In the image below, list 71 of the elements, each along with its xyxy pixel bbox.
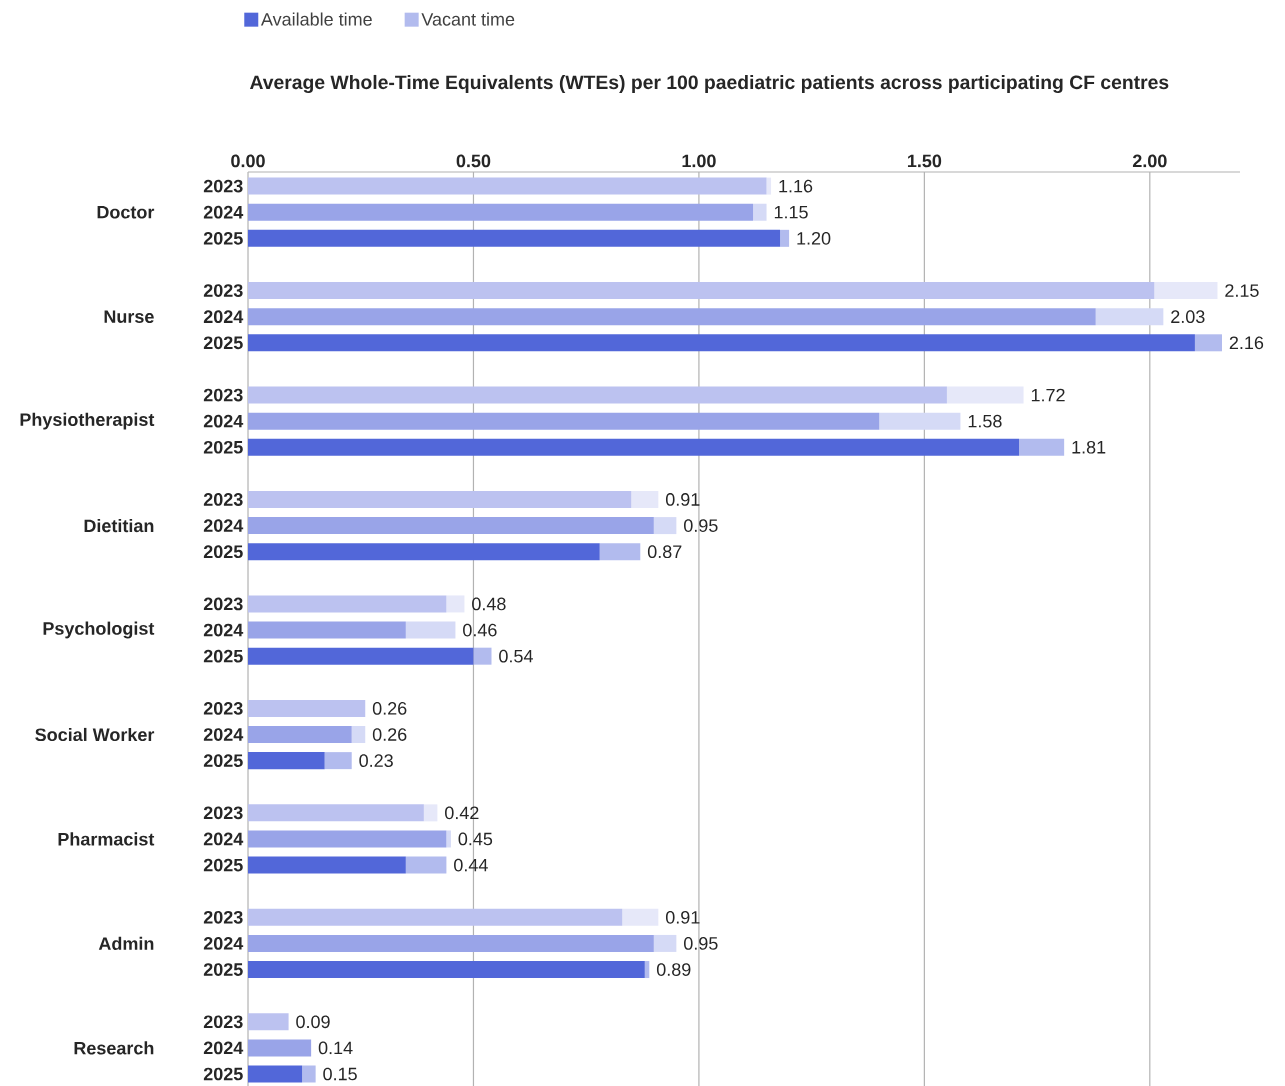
x-tick-label: 0.00 <box>231 154 265 168</box>
total-label: 0.26 <box>372 728 407 741</box>
total-label: 0.14 <box>318 1041 353 1055</box>
total-label: 0.42 <box>445 806 479 820</box>
y-tick-label: 2025 <box>203 649 243 663</box>
total-label: 0.15 <box>323 1067 357 1081</box>
y-tick-label: 2023 <box>203 493 243 506</box>
y-tick-label: 2023 <box>203 284 243 297</box>
y-tick-label: 2024 <box>203 205 244 219</box>
total-label: 0.44 <box>454 858 488 872</box>
total-label: 0.87 <box>647 545 682 559</box>
y-tick-label: 2023 <box>203 702 243 715</box>
x-tick-label: 0.50 <box>456 154 491 168</box>
total-label: 0.09 <box>296 1015 330 1029</box>
y-tick-label: 2025 <box>203 231 243 245</box>
y-tick-label: 2025 <box>203 440 243 454</box>
total-label: 0.23 <box>359 754 393 767</box>
legend-label: Vacant time <box>421 12 515 26</box>
y-tick-label: 2025 <box>203 1067 243 1081</box>
y-tick-label: 2024 <box>203 937 244 950</box>
y-tick-label: 2023 <box>203 910 243 924</box>
y-tick-label: 2024 <box>203 519 244 532</box>
y-tick-label: 2025 <box>203 336 243 350</box>
total-label: 1.72 <box>1031 388 1065 402</box>
y-tick-label: 2025 <box>203 963 243 976</box>
text: Pharmacist <box>58 832 155 846</box>
total-label: 1.20 <box>797 231 831 245</box>
text: Physiotherapist <box>20 412 155 430</box>
total-label: 1.15 <box>774 205 808 219</box>
y-tick-label: 2023 <box>203 1015 243 1029</box>
y-tick-label: 2023 <box>203 597 243 611</box>
y-tick-label: 2025 <box>203 858 243 872</box>
y-tick-label: 2024 <box>203 310 244 324</box>
y-tick-label: 2024 <box>203 832 244 846</box>
total-label: 0.91 <box>665 493 700 506</box>
total-label: 0.26 <box>372 702 407 715</box>
text: Social Worker <box>35 727 155 742</box>
x-tick-label: 1.50 <box>907 154 942 168</box>
total-label: 0.89 <box>656 963 691 976</box>
y-tick-label: 2025 <box>203 754 243 767</box>
text: Dietitian <box>84 518 154 533</box>
total-label: 0.95 <box>684 937 718 950</box>
total-label: 1.16 <box>779 179 813 193</box>
text: Nurse <box>104 310 154 323</box>
text: Psychologist <box>43 621 155 639</box>
y-tick-label: 2024 <box>203 728 244 741</box>
text: Research <box>74 1041 154 1055</box>
y-tick-label: 2023 <box>203 806 243 820</box>
x-tick-label: 1.00 <box>682 154 716 168</box>
chart-title: Average Whole-Time Equivalents (WTEs) per 100 paediatric patients across participating CF centres <box>249 74 1169 94</box>
total-label: 0.95 <box>684 519 718 532</box>
y-tick-label: 2025 <box>203 545 243 559</box>
total-label: 2.16 <box>1229 336 1264 350</box>
y-tick-label: 2024 <box>203 623 244 637</box>
total-label: 0.91 <box>665 910 700 924</box>
y-tick-label: 2023 <box>203 388 243 402</box>
total-label: 2.03 <box>1171 310 1205 324</box>
total-label: 1.81 <box>1072 440 1106 454</box>
total-label: 2.15 <box>1225 284 1259 297</box>
total-label: 0.48 <box>472 597 506 611</box>
x-tick-label: 2.00 <box>1132 154 1167 168</box>
text: Admin <box>98 936 154 951</box>
total-label: 1.58 <box>968 414 1002 428</box>
legend-label: Available time <box>260 12 372 26</box>
total-label: 0.45 <box>458 832 493 846</box>
text: Doctor <box>97 205 155 219</box>
y-tick-label: 2024 <box>203 414 244 428</box>
y-tick-label: 2024 <box>203 1041 244 1055</box>
total-label: 0.46 <box>463 623 497 637</box>
y-tick-label: 2023 <box>203 179 243 193</box>
total-label: 0.54 <box>499 649 533 663</box>
